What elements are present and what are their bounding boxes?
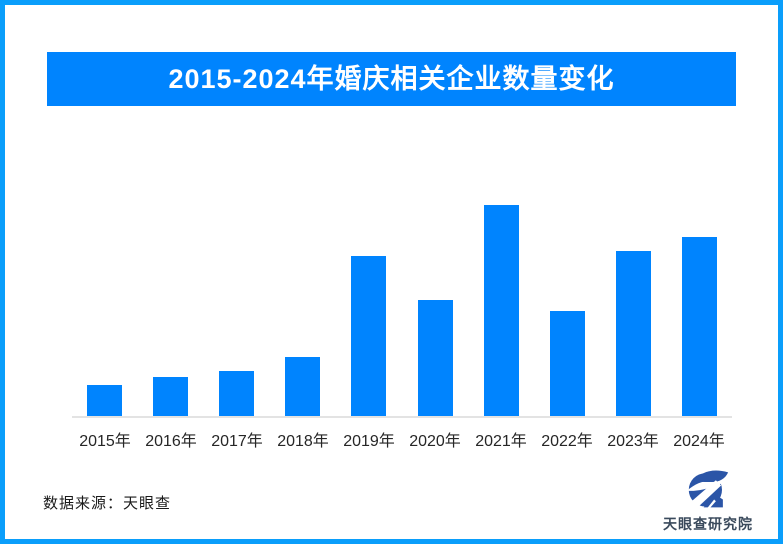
x-axis-label: 2016年 bbox=[145, 433, 197, 450]
bar-2024年 bbox=[681, 237, 717, 416]
bar-series bbox=[72, 205, 732, 418]
bar-2019年 bbox=[351, 256, 387, 416]
x-axis-label: 2015年 bbox=[79, 433, 131, 450]
brand-logo-text: 天眼查研究院 bbox=[663, 516, 753, 532]
tianyancha-logo-icon bbox=[687, 470, 729, 510]
x-axis-label: 2024年 bbox=[673, 433, 725, 450]
chart-title-banner: 2015-2024年婚庆相关企业数量变化 bbox=[47, 52, 736, 106]
x-axis-label: 2017年 bbox=[211, 433, 263, 450]
x-axis-label: 2023年 bbox=[607, 433, 659, 450]
bar-2018年 bbox=[285, 357, 321, 416]
bar-2021年 bbox=[483, 205, 519, 416]
chart-title: 2015-2024年婚庆相关企业数量变化 bbox=[168, 64, 615, 94]
x-axis-label: 2020年 bbox=[409, 433, 461, 450]
bar-2022年 bbox=[549, 311, 585, 416]
bar-2016年 bbox=[153, 377, 189, 416]
x-axis-label: 2021年 bbox=[475, 433, 527, 450]
x-axis-label: 2018年 bbox=[277, 433, 329, 450]
bar-2015年 bbox=[87, 385, 122, 416]
bar-chart: 2015年 2016年 2017年 2018年 2019年 2020年 2021年 2022年… bbox=[72, 205, 732, 451]
bar-2020年 bbox=[417, 300, 453, 416]
x-axis-label: 2022年 bbox=[541, 433, 593, 450]
x-axis-label: 2019年 bbox=[343, 433, 395, 450]
bar-2017年 bbox=[219, 371, 255, 416]
data-source-label: 数据来源：天眼查 bbox=[43, 495, 172, 512]
bar-2023年 bbox=[615, 251, 651, 416]
x-axis-labels: 2015年 2016年 2017年 2018年 2019年 2020年 2021年 2022年… bbox=[72, 427, 732, 451]
brand-logo: 天眼查研究院 bbox=[652, 466, 764, 534]
